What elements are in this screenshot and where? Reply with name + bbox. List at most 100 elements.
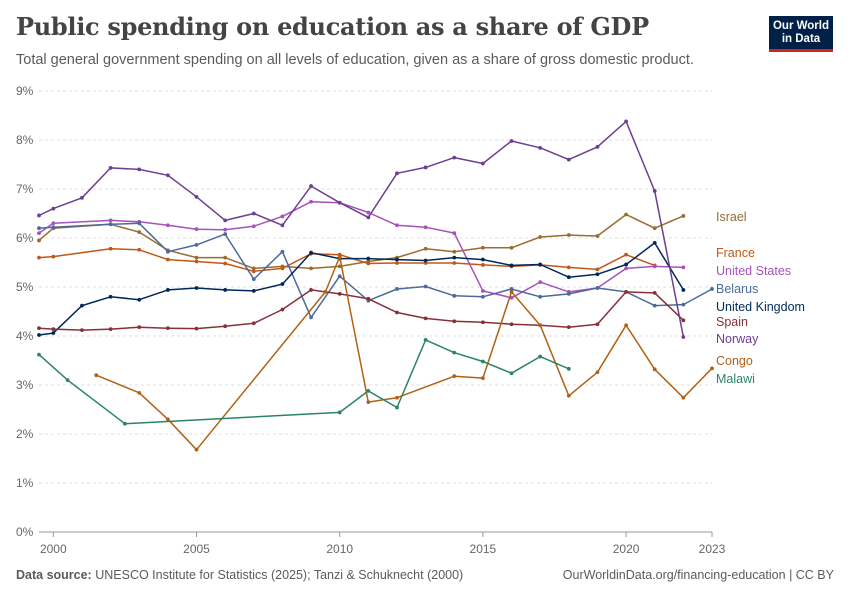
data-point-israel <box>37 238 41 243</box>
data-point-congo <box>194 447 199 452</box>
data-point-france <box>624 252 628 257</box>
data-point-belarus <box>51 225 56 230</box>
data-point-israel <box>251 266 256 271</box>
series-line-israel <box>38 213 684 270</box>
data-point-united-states <box>194 227 199 232</box>
data-point-congo <box>366 400 371 405</box>
data-point-united-kingdom <box>538 262 543 267</box>
data-point-united-kingdom <box>509 263 514 268</box>
data-point-norway <box>251 211 256 216</box>
data-point-united-kingdom <box>165 288 170 292</box>
owid-logo[interactable]: Our World in Data <box>769 16 833 52</box>
data-point-norway <box>194 194 199 199</box>
data-point-spain <box>681 318 686 323</box>
data-point-belarus <box>595 286 600 290</box>
data-point-spain <box>480 320 485 325</box>
x-tick-label: 2000 <box>40 542 67 556</box>
legend-label-france: France <box>716 246 755 260</box>
data-point-spain <box>251 321 256 326</box>
data-point-norway <box>80 195 84 200</box>
data-point-united-states <box>51 221 56 226</box>
data-point-spain <box>452 319 457 324</box>
data-point-united-states <box>280 214 285 219</box>
series-line-malawi <box>38 339 570 425</box>
data-point-spain <box>395 310 399 315</box>
data-point-france <box>595 267 600 272</box>
x-tick-label: 2020 <box>613 542 640 556</box>
data-point-congo <box>480 376 485 381</box>
data-point-united-kingdom <box>480 257 485 262</box>
data-point-united-states <box>624 266 628 271</box>
y-tick-label: 5% <box>16 280 34 294</box>
data-point-belarus <box>137 221 142 226</box>
data-point-israel <box>452 249 457 254</box>
data-point-israel <box>538 235 543 239</box>
data-point-united-kingdom <box>595 272 600 277</box>
data-point-congo <box>595 370 600 375</box>
footer-source: Data source: UNESCO Institute for Statis… <box>16 568 463 582</box>
data-point-belarus <box>423 284 428 289</box>
data-point-malawi <box>423 338 428 342</box>
y-tick-label: 1% <box>16 476 34 490</box>
data-point-united-kingdom <box>423 258 428 263</box>
data-point-belarus <box>538 294 543 299</box>
data-point-israel <box>480 245 485 250</box>
data-point-united-states <box>423 225 428 230</box>
data-point-israel <box>423 246 428 251</box>
series-line-congo <box>96 255 713 451</box>
data-point-united-states <box>37 231 41 236</box>
source-label: Data source: <box>16 568 92 582</box>
data-point-united-kingdom <box>366 256 371 261</box>
data-point-belarus <box>165 249 170 254</box>
legend-label-spain: Spain <box>716 315 748 329</box>
data-point-spain <box>366 296 371 301</box>
data-point-malawi <box>538 354 543 359</box>
data-point-norway <box>395 171 399 176</box>
data-point-france <box>480 263 485 267</box>
data-point-norway <box>595 144 600 149</box>
data-point-israel <box>223 255 228 260</box>
legend-label-israel: Israel <box>716 210 747 224</box>
data-point-france <box>251 269 256 274</box>
data-point-belarus <box>309 315 313 320</box>
data-point-united-states <box>108 218 113 223</box>
data-point-congo <box>509 290 514 294</box>
data-point-spain <box>566 325 571 330</box>
chart-subtitle: Total general government spending on all… <box>16 52 694 68</box>
legend-label-norway: Norway <box>716 332 759 346</box>
data-point-united-kingdom <box>452 255 457 260</box>
data-point-malawi <box>65 378 70 382</box>
data-point-united-states <box>309 199 313 204</box>
data-point-norway <box>509 139 514 143</box>
data-point-spain <box>37 326 41 331</box>
footer-url[interactable]: OurWorldinData.org/financing-education |… <box>562 568 834 582</box>
data-point-malawi <box>395 405 399 410</box>
data-point-belarus <box>37 226 41 231</box>
data-point-france <box>566 265 571 270</box>
data-point-spain <box>652 290 657 295</box>
data-point-united-kingdom <box>194 286 199 290</box>
data-point-norway <box>452 155 457 160</box>
data-point-norway <box>423 165 428 170</box>
y-tick-label: 8% <box>16 133 34 147</box>
data-point-spain <box>165 326 170 331</box>
data-point-congo <box>323 290 328 294</box>
data-point-malawi <box>509 371 514 376</box>
data-point-norway <box>223 218 228 223</box>
data-point-spain <box>80 328 84 333</box>
data-point-israel <box>509 245 514 250</box>
data-point-united-kingdom <box>223 288 228 292</box>
data-point-united-kingdom <box>624 262 628 267</box>
y-tick-label: 0% <box>16 525 34 539</box>
x-tick-label: 2015 <box>470 542 497 556</box>
data-point-norway <box>480 161 485 166</box>
source-text: UNESCO Institute for Statistics (2025); … <box>95 568 464 582</box>
data-point-spain <box>624 290 628 294</box>
data-point-france <box>108 246 113 251</box>
data-point-malawi <box>566 366 571 371</box>
data-point-congo <box>681 395 686 400</box>
data-point-united-kingdom <box>137 297 142 302</box>
chart-title: Public spending on education as a share … <box>16 12 649 41</box>
legend-label-united-kingdom: United Kingdom <box>716 300 805 314</box>
data-point-belarus <box>509 287 514 291</box>
